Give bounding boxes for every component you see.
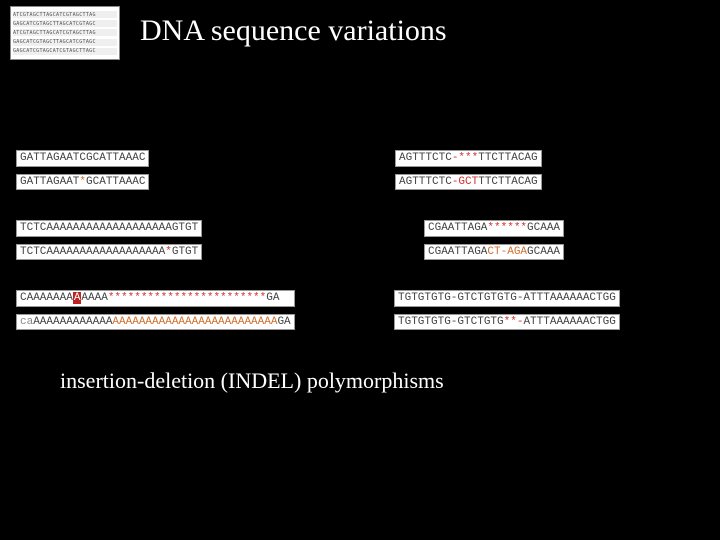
sequence-segment: GCAAA: [527, 246, 560, 258]
thumb-row: GAGCATCGTAGCTTAGCATCGTAGC: [13, 20, 117, 27]
sequence-segment: CT-AGA: [487, 246, 527, 258]
sequence-segment: GA: [277, 316, 290, 328]
sequence-segment: ca: [20, 316, 33, 328]
sequence-segment: GCAAA: [527, 222, 560, 234]
sequence-row: AGTTTCTC-***TTCTTACAG: [395, 150, 542, 167]
sequence-row: GATTAGAATCGCATTAAAC: [16, 150, 149, 167]
sequence-segment: CGAATTAGA: [428, 222, 487, 234]
sequence-segment: -GCT: [452, 176, 478, 188]
sequence-segment: AGTTTCTC: [399, 176, 452, 188]
sequence-row: CGAATTAGA******GCAAA: [424, 220, 564, 237]
sequence-segment: AAAAAAAAAAAAAAAAAAAAAAAAA: [112, 316, 277, 328]
sequence-segment: CGAATTAGA: [428, 246, 487, 258]
sequence-segment: **-: [504, 316, 524, 328]
sequence-pair: GATTAGAATCGCATTAAAC GATTAGAAT*GCATTAAAC: [16, 150, 149, 190]
sequence-segment: CAAAAAAA: [20, 292, 73, 304]
sequence-segment: GATTAGAAT: [20, 176, 79, 188]
sequence-segment: TTCTTACAG: [478, 176, 537, 188]
sequence-row: TCTCAAAAAAAAAAAAAAAAAAAGTGT: [16, 220, 202, 237]
sequence-row: CAAAAAAAAAAAA************************GA: [16, 290, 295, 307]
thumb-row: ATCGTAGCTTAGCATCGTAGCTTAG: [13, 29, 117, 36]
sequence-segment: GATTAGAATCGCATTAAAC: [20, 152, 145, 164]
thumb-row: GAGCATCGTAGCATCGTAGCTTAGC: [13, 48, 117, 55]
sequence-pair: TCTCAAAAAAAAAAAAAAAAAAAGTGT TCTCAAAAAAAAA…: [16, 220, 202, 260]
sequence-pair: CAAAAAAAAAAAA************************GAc…: [16, 290, 295, 330]
sequence-row: TGTGTGTG-GTCTGTGTG-ATTTAAAAAACTGG: [394, 290, 620, 307]
sequence-row: caAAAAAAAAAAAAAAAAAAAAAAAAAAAAAAAAAAAAAG…: [16, 314, 295, 331]
slide-title: DNA sequence variations: [140, 14, 447, 47]
sequence-segment: ******: [487, 222, 527, 234]
sequence-segment: -***: [452, 152, 478, 164]
sequence-segment: GA: [266, 292, 279, 304]
sequence-segment: *: [165, 246, 172, 258]
sequence-segment: GCATTAAAC: [86, 176, 145, 188]
thumb-row: ATCGTAGCTTAGCATCGTAGCTTAG: [13, 11, 117, 18]
sequence-segment: TGTGTGTG-GTCTGTG: [398, 316, 504, 328]
sequence-segment: TCTCAAAAAAAAAAAAAAAAAA: [20, 246, 165, 258]
sequence-segment: TGTGTGTG-GTCTGTGTG-ATTTAAAAAACTGG: [398, 292, 616, 304]
sequence-pair: AGTTTCTC-***TTCTTACAGAGTTTCTC-GCTTTCTTAC…: [395, 150, 542, 190]
sequence-pair: CGAATTAGA******GCAAACGAATTAGACT-AGAGCAAA: [424, 220, 564, 260]
sequence-row: TCTCAAAAAAAAAAAAAAAAAA*GTGT: [16, 244, 202, 261]
sequence-segment: GTGT: [172, 246, 198, 258]
sequence-segment: AGTTTCTC: [399, 152, 452, 164]
sequence-row: CGAATTAGACT-AGAGCAAA: [424, 244, 564, 261]
sequence-segment: TTCTTACAG: [478, 152, 537, 164]
footer-caption: insertion-deletion (INDEL) polymorphisms: [60, 368, 444, 394]
sequence-segment: AAAAAAAAAAAA: [33, 316, 112, 328]
sequence-segment: ************************: [108, 292, 266, 304]
sequence-segment: AAAA: [81, 292, 107, 304]
sequence-row: AGTTTCTC-GCTTTCTTACAG: [395, 174, 542, 191]
header-alignment-thumbnail: ATCGTAGCTTAGCATCGTAGCTTAG GAGCATCGTAGCTT…: [10, 6, 120, 60]
sequence-segment: TCTCAAAAAAAAAAAAAAAAAAAGTGT: [20, 222, 198, 234]
thumb-row: GAGCATCGTAGCTTAGCATCGTAGC: [13, 39, 117, 46]
sequence-row: GATTAGAAT*GCATTAAAC: [16, 174, 149, 191]
sequence-pair: TGTGTGTG-GTCTGTGTG-ATTTAAAAAACTGG TGTGTGT…: [394, 290, 620, 330]
sequence-row: TGTGTGTG-GTCTGTG**-ATTTAAAAAACTGG: [394, 314, 620, 331]
sequence-segment: ATTTAAAAAACTGG: [523, 316, 615, 328]
